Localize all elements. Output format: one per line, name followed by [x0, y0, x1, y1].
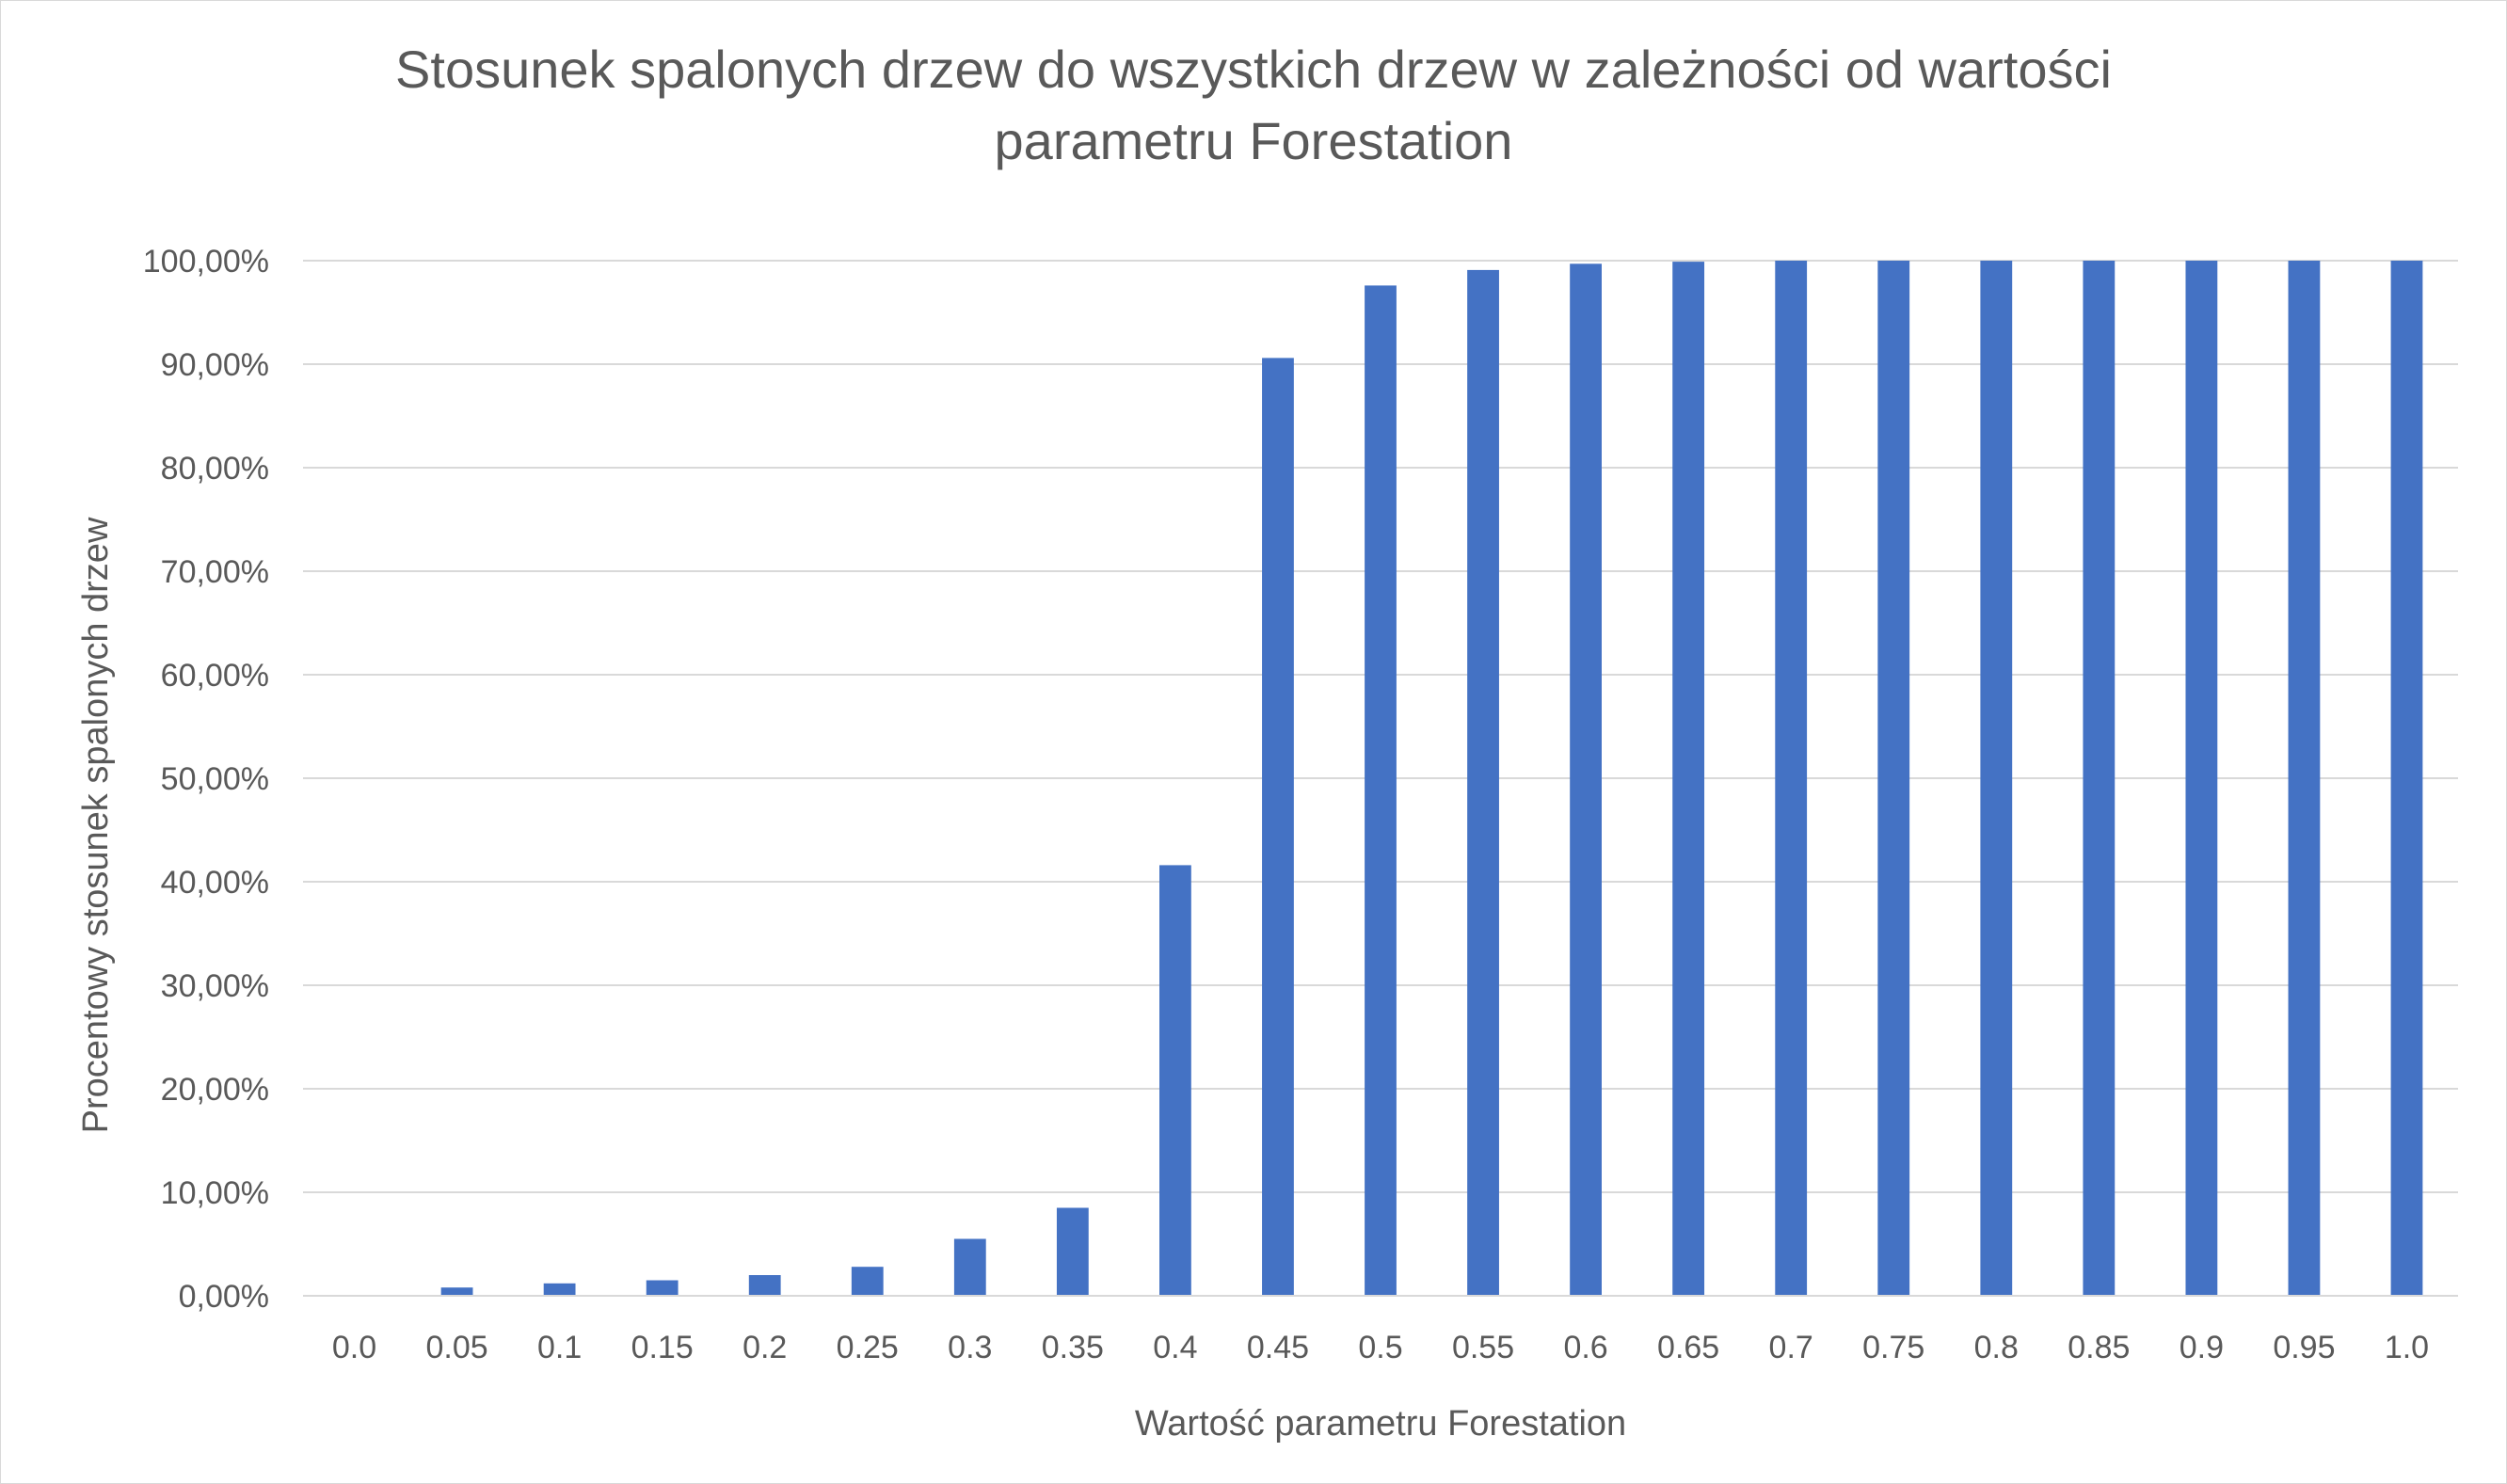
x-tick-label: 0.3 — [948, 1330, 992, 1365]
y-tick-label: 20,00% — [161, 1072, 269, 1108]
y-axis-label: Procentowy stosunek spalonych drzew — [76, 517, 116, 1133]
x-tick-label: 0.2 — [743, 1330, 787, 1365]
bar-0.7 — [1775, 261, 1808, 1296]
y-tick-label: 30,00% — [161, 968, 269, 1004]
x-tick-label: 0.25 — [837, 1330, 899, 1365]
y-tick-label: 90,00% — [161, 347, 269, 383]
y-tick-label: 80,00% — [161, 451, 269, 487]
bar-0.55 — [1467, 269, 1499, 1296]
x-tick-label: 0.7 — [1769, 1330, 1813, 1365]
bar-0.35 — [1056, 1207, 1089, 1296]
y-tick-label: 100,00% — [143, 244, 269, 279]
y-tick-label: 10,00% — [161, 1175, 269, 1211]
x-tick-label: 0.0 — [332, 1330, 376, 1365]
y-tick-label: 40,00% — [161, 865, 269, 901]
x-tick-label: 0.5 — [1358, 1330, 1402, 1365]
x-tick-label: 0.55 — [1452, 1330, 1514, 1365]
x-tick-label: 0.15 — [631, 1330, 694, 1365]
bar-0.85 — [2083, 261, 2116, 1296]
y-tick-label: 70,00% — [161, 554, 269, 590]
bar-0.9 — [2185, 261, 2218, 1296]
x-tick-label: 0.85 — [2068, 1330, 2130, 1365]
bar-0.4 — [1159, 865, 1191, 1296]
x-tick-label: 0.1 — [537, 1330, 582, 1365]
y-tick-label: 50,00% — [161, 761, 269, 797]
x-tick-label: 0.6 — [1563, 1330, 1607, 1365]
y-tick-labels: 0,00% 10,00% 20,00% 30,00% 40,00% 50,00% 60,00… — [143, 244, 269, 1315]
bar-1.0 — [2390, 261, 2423, 1296]
x-axis-label: Wartość parametru Forestation — [1135, 1404, 1626, 1444]
bar-0.05 — [440, 1287, 473, 1296]
bar-0.8 — [1980, 261, 2013, 1296]
x-tick-label: 0.95 — [2273, 1330, 2335, 1365]
bars — [440, 261, 2423, 1297]
bar-0.25 — [851, 1267, 884, 1296]
bar-0.2 — [748, 1275, 781, 1296]
bar-0.65 — [1672, 262, 1705, 1297]
bar-0.1 — [543, 1283, 576, 1296]
x-tick-label: 0.35 — [1042, 1330, 1104, 1365]
x-tick-labels: 0.0 0.05 0.1 0.15 0.2 0.25 0.3 0.35 0.4 0.45 0.5 0.… — [332, 1330, 2429, 1365]
y-tick-label: 60,00% — [161, 658, 269, 694]
bar-0.6 — [1570, 263, 1602, 1296]
bar-0.5 — [1365, 285, 1397, 1296]
x-tick-label: 0.75 — [1862, 1330, 1924, 1365]
bar-0.15 — [646, 1280, 679, 1296]
x-tick-label: 1.0 — [2385, 1330, 2429, 1365]
x-tick-label: 0.9 — [2180, 1330, 2224, 1365]
y-tick-label: 0,00% — [179, 1279, 269, 1315]
bar-0.3 — [953, 1238, 986, 1296]
bar-0.45 — [1262, 358, 1294, 1296]
x-tick-label: 0.8 — [1974, 1330, 2019, 1365]
bar-0.95 — [2288, 261, 2321, 1296]
x-tick-label: 0.65 — [1657, 1330, 1719, 1365]
x-tick-label: 0.05 — [425, 1330, 487, 1365]
x-tick-label: 0.4 — [1153, 1330, 1197, 1365]
bar-0.75 — [1877, 261, 1910, 1296]
chart-title: Stosunek spalonych drzew do wszystkich d… — [395, 40, 2112, 170]
x-tick-label: 0.45 — [1247, 1330, 1309, 1365]
